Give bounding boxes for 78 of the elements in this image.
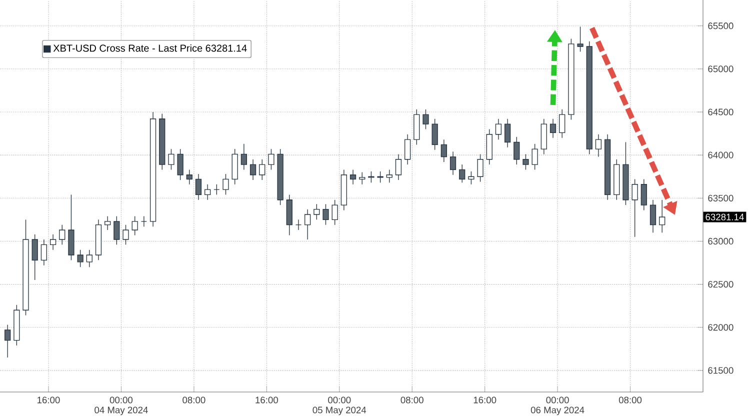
candlestick	[477, 154, 484, 182]
candlestick	[77, 250, 84, 268]
candlestick	[332, 200, 338, 226]
candlestick	[632, 178, 638, 238]
candlestick	[422, 109, 429, 130]
candlestick	[450, 151, 456, 176]
x-tick-label: 16:00	[474, 396, 496, 404]
candlestick	[259, 159, 266, 180]
candlestick	[50, 234, 56, 250]
legend-label: XBT-USD Cross Rate - Last Price 63281.14	[53, 44, 247, 52]
candlestick	[177, 148, 184, 180]
candlestick	[295, 219, 302, 230]
y-tick-label: 63500	[708, 194, 734, 202]
x2-tick-label: 06 May 2024	[530, 406, 584, 416]
candlestick	[32, 234, 38, 280]
x-tick-label: 08:00	[182, 396, 206, 404]
y-tick-label: 61500	[708, 367, 734, 374]
candlestick	[86, 250, 92, 268]
candlestick	[59, 224, 66, 245]
candlestick	[114, 216, 120, 245]
x2-tick-label: 05 May 2024	[312, 406, 366, 416]
candlestick	[559, 109, 566, 138]
candlestick	[514, 136, 520, 165]
candlestick	[122, 224, 129, 245]
y-tick-label: 63000	[708, 238, 734, 245]
candlestick	[140, 216, 148, 227]
candlestick	[440, 139, 447, 162]
candlestick	[395, 154, 402, 180]
candlestick	[40, 239, 48, 266]
candlestick	[368, 171, 374, 183]
candlestick	[322, 204, 329, 226]
y-tick-label: 62000	[708, 324, 734, 331]
candlestick	[222, 174, 229, 196]
candlestick	[304, 209, 311, 240]
candlestick	[240, 144, 247, 170]
candlestick	[550, 118, 556, 138]
candlestick	[640, 178, 647, 211]
candlestick	[459, 164, 466, 183]
x-tick-label: 16:00	[38, 396, 60, 404]
candlestick	[168, 148, 174, 170]
candlestick	[404, 134, 411, 165]
candlestick	[186, 169, 192, 185]
candlestick	[104, 216, 111, 230]
x-tick-label: 00:00	[110, 396, 133, 404]
y-tick-label: 64000	[708, 152, 734, 158]
x-tick-label: 16:00	[256, 396, 278, 404]
candlestick	[532, 144, 538, 170]
candlestick	[577, 26, 584, 52]
y-tick-label: 62500	[708, 281, 734, 288]
candlestick	[377, 171, 384, 183]
candlestick	[468, 171, 474, 185]
candlestick	[132, 216, 138, 236]
y-tick-label: 65500	[708, 22, 734, 30]
text: 63281.14	[706, 214, 744, 220]
candlestick	[350, 169, 356, 185]
candlestick	[250, 159, 256, 180]
candlestick	[522, 154, 529, 170]
candlestick	[214, 184, 220, 196]
candlestick	[432, 118, 438, 150]
candlestick	[495, 118, 502, 140]
candlestick	[314, 204, 320, 220]
candlestick	[195, 174, 202, 200]
x-tick-label: 00:00	[328, 396, 351, 404]
candlestick	[595, 134, 602, 158]
x-tick-label: 08:00	[400, 396, 424, 404]
candlestick	[268, 148, 274, 170]
y-tick-label: 65000	[708, 66, 734, 72]
candlestick	[504, 118, 511, 148]
x-tick-label: 08:00	[618, 396, 642, 404]
x2-tick-label: 04 May 2024	[94, 406, 148, 416]
candlestick	[650, 200, 656, 233]
y-tick-label: 64500	[708, 108, 734, 116]
candlestick	[659, 200, 666, 233]
candlestick	[359, 172, 366, 185]
x-tick-label: 00:00	[546, 396, 569, 404]
candlestick	[4, 324, 11, 358]
candlestick	[386, 169, 392, 183]
candlestick	[204, 184, 211, 200]
